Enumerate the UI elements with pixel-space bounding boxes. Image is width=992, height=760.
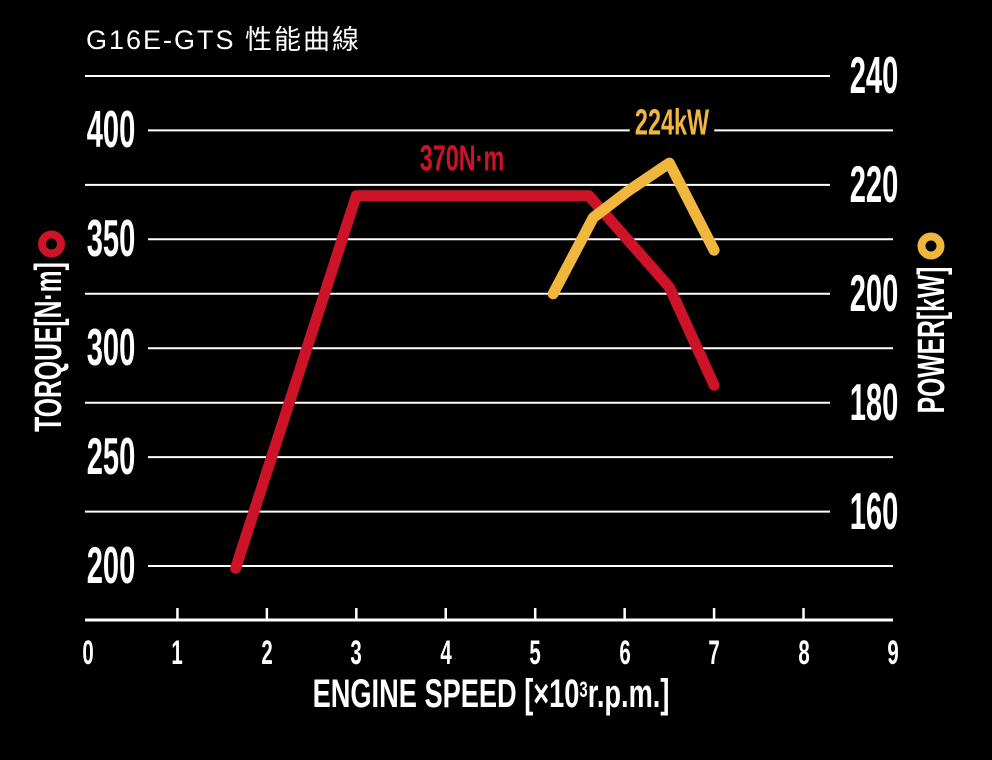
x-axis-tick-label-5: 5 <box>529 634 541 672</box>
left-axis-tick-label-350: 350 <box>86 210 136 269</box>
x-axis-tick-label-0: 0 <box>82 634 94 672</box>
x-axis-tick-label-8: 8 <box>797 634 810 672</box>
left-axis-tick-label-250: 250 <box>86 428 136 487</box>
right-axis-tick-label-160: 160 <box>849 482 899 541</box>
left-axis-tick-label-300: 300 <box>86 319 136 378</box>
x-axis-tick-label-3: 3 <box>350 634 362 672</box>
power-legend-ring-icon <box>917 232 945 260</box>
x-axis-title: ENGINE SPEED [×103r.p.m.] <box>313 674 670 714</box>
torque-peak-annotation: 370N·m <box>414 135 510 181</box>
right-axis-tick-label-200: 200 <box>849 264 899 323</box>
x-axis-tick-label-7: 7 <box>708 634 720 672</box>
right-axis-tick-label-240: 240 <box>849 47 899 105</box>
x-axis-title-prefix: ENGINE SPEED [×10 <box>312 672 580 716</box>
right-axis-title: POWER[kW] <box>911 266 953 414</box>
left-axis-tick-label-400: 400 <box>86 101 136 160</box>
x-axis-title-superscript: 3 <box>579 677 588 703</box>
torque-legend-ring-icon <box>38 230 65 258</box>
chart-title: G16E-GTS 性能曲線 <box>86 25 362 55</box>
power-curve <box>547 157 720 300</box>
power-peak-annotation: 224kW <box>629 99 715 145</box>
x-axis-tick-label-9: 9 <box>887 634 899 672</box>
x-axis-tick-label-1: 1 <box>171 634 184 672</box>
left-axis-title: TORQUE[N·m] <box>28 262 70 432</box>
torque-curve <box>230 190 720 574</box>
right-axis-tick-label-220: 220 <box>849 155 899 214</box>
x-axis-tick-label-6: 6 <box>618 634 631 672</box>
x-axis-title-suffix: r.p.m.] <box>587 672 670 716</box>
x-axis-tick-label-2: 2 <box>261 634 273 672</box>
x-axis-tick-label-4: 4 <box>440 634 452 672</box>
right-axis-tick-label-180: 180 <box>849 373 899 432</box>
left-axis-tick-label-200: 200 <box>86 537 136 595</box>
